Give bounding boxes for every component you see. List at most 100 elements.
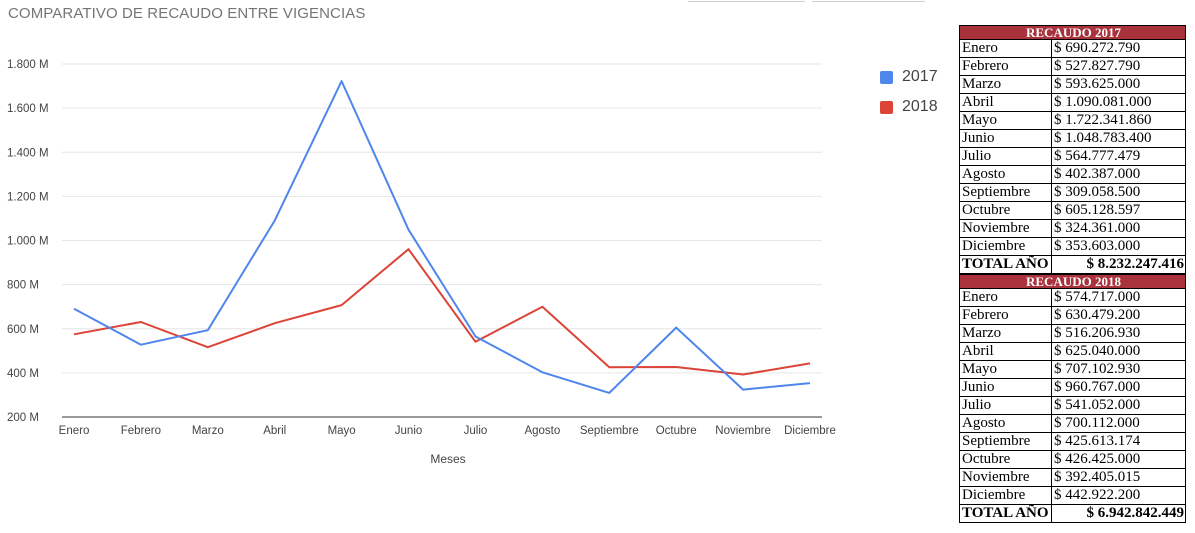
table-cell-value: $ 593.625.000 xyxy=(1051,75,1186,94)
table-row: Mayo $ 1.722.341.860 xyxy=(959,111,1186,130)
table-cell-value: $ 1.722.341.860 xyxy=(1051,111,1186,130)
y-tick-label: 1.400 M xyxy=(7,147,49,159)
chart-title: COMPARATIVO DE RECAUDO ENTRE VIGENCIAS xyxy=(8,5,366,22)
table-cell-month: Septiembre xyxy=(959,432,1052,451)
table-row: Agosto $ 402.387.000 xyxy=(959,165,1186,184)
table-cell-month: Julio xyxy=(959,147,1052,166)
table-cell-month: Junio xyxy=(959,129,1052,148)
table-cell-month: Abril xyxy=(959,93,1052,112)
legend-item-2017[interactable]: 2017 xyxy=(880,62,938,92)
table-cell-value: $ 353.603.000 xyxy=(1051,237,1186,256)
table-total-row: TOTAL AÑO $ 8.232.247.416 xyxy=(959,255,1186,274)
table-row: Enero $ 574.717.000 xyxy=(959,288,1186,307)
series-line-2018[interactable] xyxy=(73,248,811,376)
table-row: Diciembre $ 442.922.200 xyxy=(959,486,1186,505)
y-tick-label: 1.200 M xyxy=(7,191,49,203)
series-line-2017[interactable] xyxy=(73,80,811,394)
y-tick-label: 800 M xyxy=(7,280,39,292)
table-row: Septiembre $ 425.613.174 xyxy=(959,432,1186,451)
table-cell-month: Agosto xyxy=(959,165,1052,184)
table-cell-month: Mayo xyxy=(959,111,1052,130)
table-cell-month: Enero xyxy=(959,288,1052,307)
legend-label-2018: 2018 xyxy=(902,98,938,115)
table-row: Septiembre $ 309.058.500 xyxy=(959,183,1186,202)
table-cell-value: $ 309.058.500 xyxy=(1051,183,1186,202)
x-tick-label: Agosto xyxy=(524,425,560,437)
y-tick-label: 1.600 M xyxy=(7,103,49,115)
x-tick-label: Diciembre xyxy=(784,425,836,437)
top-control-left[interactable] xyxy=(688,0,805,2)
table-cell-month: Febrero xyxy=(959,57,1052,76)
table-row: Octubre $ 605.128.597 xyxy=(959,201,1186,220)
table-cell-month: Abril xyxy=(959,342,1052,361)
legend-item-2018[interactable]: 2018 xyxy=(880,92,938,122)
gridlines xyxy=(62,63,822,418)
table-cell-value: $ 541.052.000 xyxy=(1051,396,1186,415)
table-row: Agosto $ 700.112.000 xyxy=(959,414,1186,433)
table-row: Junio $ 960.767.000 xyxy=(959,378,1186,397)
recaudo-tables: RECAUDO 2017 Enero $ 690.272.790 Febrero $ … xyxy=(959,25,1186,523)
table-row: Abril $ 625.040.000 xyxy=(959,342,1186,361)
table-cell-value: $ 960.767.000 xyxy=(1051,378,1186,397)
table-cell-month: Junio xyxy=(959,378,1052,397)
table-row: Noviembre $ 392.405.015 xyxy=(959,468,1186,487)
table-cell-value: $ 426.425.000 xyxy=(1051,450,1186,469)
table-cell-month: Enero xyxy=(959,39,1052,58)
table-cell-value: $ 564.777.479 xyxy=(1051,147,1186,166)
legend-label-2017: 2017 xyxy=(902,68,938,85)
table-cell-month: Octubre xyxy=(959,201,1052,220)
top-control-right[interactable] xyxy=(812,0,925,2)
table-row: Enero $ 690.272.790 xyxy=(959,39,1186,58)
total-value: $ 8.232.247.416 xyxy=(1051,255,1186,274)
table-cell-value: $ 442.922.200 xyxy=(1051,486,1186,505)
total-label: TOTAL AÑO xyxy=(959,255,1052,274)
table-cell-month: Marzo xyxy=(959,75,1052,94)
table-row: Noviembre $ 324.361.000 xyxy=(959,219,1186,238)
y-tick-label: 400 M xyxy=(7,368,39,380)
x-tick-label: Febrero xyxy=(121,425,161,437)
table-cell-month: Noviembre xyxy=(959,468,1052,487)
recaudo-table-2017: RECAUDO 2017 Enero $ 690.272.790 Febrero $ … xyxy=(959,25,1186,274)
table-cell-value: $ 574.717.000 xyxy=(1051,288,1186,307)
series-lines xyxy=(73,80,811,394)
table-cell-value: $ 630.479.200 xyxy=(1051,306,1186,325)
total-value: $ 6.942.842.449 xyxy=(1051,504,1186,523)
table-row: Julio $ 564.777.479 xyxy=(959,147,1186,166)
table-cell-value: $ 1.048.783.400 xyxy=(1051,129,1186,148)
x-tick-label: Junio xyxy=(395,425,423,437)
x-axis-label: Meses xyxy=(430,452,465,466)
legend-swatch-2017 xyxy=(880,70,893,84)
table-cell-value: $ 392.405.015 xyxy=(1051,468,1186,487)
table-cell-value: $ 527.827.790 xyxy=(1051,57,1186,76)
total-label: TOTAL AÑO xyxy=(959,504,1052,523)
table-row: Julio $ 541.052.000 xyxy=(959,396,1186,415)
table-cell-month: Mayo xyxy=(959,360,1052,379)
table-header-2018: RECAUDO 2018 xyxy=(959,274,1186,289)
table-cell-value: $ 324.361.000 xyxy=(1051,219,1186,238)
table-row: Febrero $ 527.827.790 xyxy=(959,57,1186,76)
recaudo-table-2018: RECAUDO 2018 Enero $ 574.717.000 Febrero $ … xyxy=(959,274,1186,523)
table-cell-month: Julio xyxy=(959,396,1052,415)
table-row: Marzo $ 516.206.930 xyxy=(959,324,1186,343)
table-row: Abril $ 1.090.081.000 xyxy=(959,93,1186,112)
x-tick-label: Marzo xyxy=(192,425,224,437)
table-cell-month: Diciembre xyxy=(959,486,1052,505)
y-tick-label: 600 M xyxy=(7,324,39,336)
x-axis-ticks: Enero Febrero Marzo Abril Mayo Junio Julio Agos… xyxy=(59,425,836,437)
table-cell-value: $ 700.112.000 xyxy=(1051,414,1186,433)
table-cell-month: Diciembre xyxy=(959,237,1052,256)
x-tick-label: Julio xyxy=(464,425,488,437)
table-cell-month: Febrero xyxy=(959,306,1052,325)
table-row: Diciembre $ 353.603.000 xyxy=(959,237,1186,256)
x-tick-label: Abril xyxy=(263,425,286,437)
table-cell-month: Marzo xyxy=(959,324,1052,343)
x-tick-label: Mayo xyxy=(328,425,356,437)
table-row: Octubre $ 426.425.000 xyxy=(959,450,1186,469)
table-header-2017: RECAUDO 2017 xyxy=(959,25,1186,40)
y-tick-label: 1.800 M xyxy=(7,59,49,71)
legend: 2017 2018 xyxy=(880,62,938,122)
table-cell-value: $ 402.387.000 xyxy=(1051,165,1186,184)
table-cell-value: $ 516.206.930 xyxy=(1051,324,1186,343)
table-cell-value: $ 1.090.081.000 xyxy=(1051,93,1186,112)
table-row: Febrero $ 630.479.200 xyxy=(959,306,1186,325)
